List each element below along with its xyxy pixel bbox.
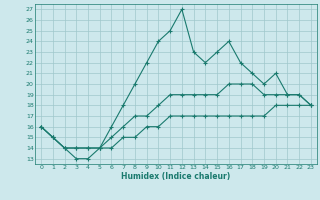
X-axis label: Humidex (Indice chaleur): Humidex (Indice chaleur): [121, 172, 231, 181]
